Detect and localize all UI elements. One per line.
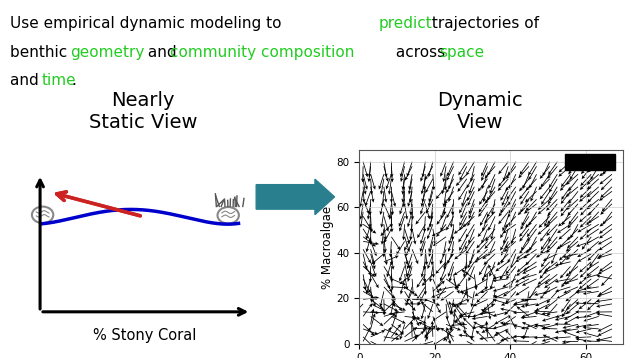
Text: and: and — [143, 45, 182, 60]
FancyArrow shape — [256, 179, 335, 215]
Text: community composition: community composition — [170, 45, 355, 60]
Text: across: across — [391, 45, 450, 60]
Text: Nearly
Static View: Nearly Static View — [89, 91, 197, 132]
Text: space: space — [439, 45, 484, 60]
Text: .: . — [71, 73, 76, 88]
Text: Dynamic
View: Dynamic View — [438, 91, 523, 132]
Text: % Stony Coral: % Stony Coral — [93, 328, 196, 343]
Text: time: time — [41, 73, 76, 88]
Text: Use empirical dynamic modeling to: Use empirical dynamic modeling to — [10, 16, 286, 31]
Text: predict: predict — [378, 16, 432, 31]
Text: trajectories of: trajectories of — [427, 16, 539, 31]
FancyBboxPatch shape — [565, 154, 616, 170]
Y-axis label: % Macroalgae: % Macroalgae — [321, 205, 334, 289]
Text: and: and — [10, 73, 43, 88]
Text: geometry: geometry — [70, 45, 144, 60]
Text: benthic: benthic — [10, 45, 72, 60]
